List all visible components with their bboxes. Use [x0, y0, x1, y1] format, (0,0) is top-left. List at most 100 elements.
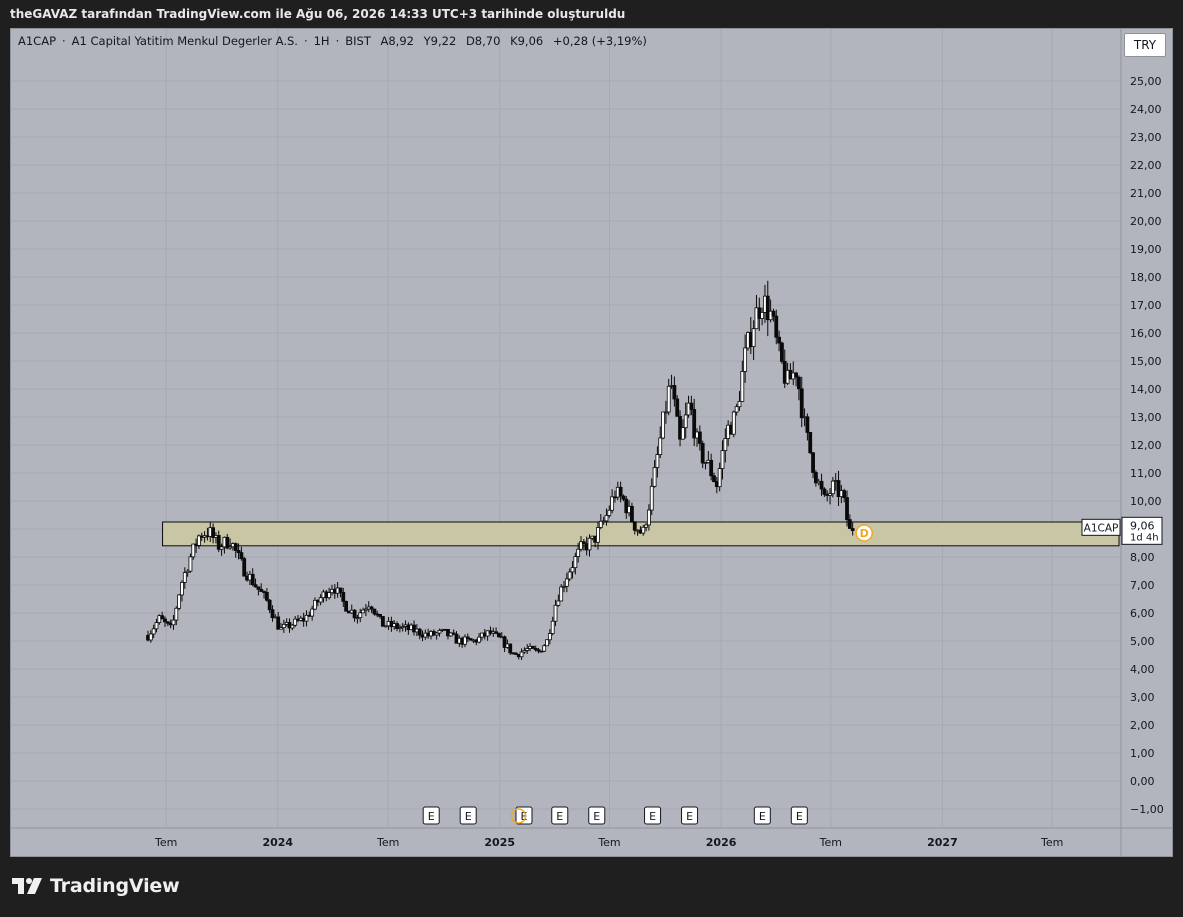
candle-body[interactable] [313, 599, 317, 610]
candle-body[interactable] [522, 650, 527, 653]
candle-body[interactable] [598, 520, 603, 528]
candle-body[interactable] [225, 536, 230, 549]
candle-body[interactable] [233, 543, 238, 551]
candle-body[interactable] [412, 624, 416, 633]
candle-body[interactable] [536, 649, 541, 652]
candle-body[interactable] [219, 546, 224, 550]
candle-body[interactable] [341, 592, 346, 602]
candle-body[interactable] [700, 442, 705, 464]
earnings-marker[interactable] [515, 806, 533, 825]
dividend-marker[interactable] [855, 524, 873, 542]
candle-body[interactable] [463, 636, 467, 645]
candle-body[interactable] [253, 584, 258, 588]
candle-body[interactable] [361, 609, 365, 614]
candle-body[interactable] [680, 427, 685, 440]
candle-body[interactable] [797, 376, 801, 390]
candle-body[interactable] [689, 402, 694, 410]
candle-body[interactable] [649, 485, 654, 511]
candle-body[interactable] [434, 632, 439, 636]
earnings-marker[interactable] [753, 806, 771, 825]
candle-body[interactable] [576, 548, 581, 557]
candle-body[interactable] [358, 612, 363, 619]
candle-body[interactable] [547, 633, 552, 641]
candle-body[interactable] [813, 472, 818, 484]
candle-body[interactable] [400, 626, 405, 629]
candle-body[interactable] [437, 629, 442, 634]
candle-body[interactable] [293, 618, 298, 626]
dividend-marker-ring[interactable] [510, 808, 527, 824]
candle-body[interactable] [697, 431, 702, 444]
candle-body[interactable] [290, 624, 295, 629]
candle-body[interactable] [250, 573, 255, 586]
candle-body[interactable] [519, 651, 524, 658]
candle-body[interactable] [514, 652, 518, 655]
candle-body[interactable] [216, 535, 221, 550]
candle-body[interactable] [344, 601, 349, 612]
candle-body[interactable] [672, 385, 677, 400]
candle-body[interactable] [477, 636, 482, 643]
candle-body[interactable] [692, 409, 697, 439]
candle-body[interactable] [533, 648, 538, 651]
candle-body[interactable] [417, 628, 422, 636]
candle-body[interactable] [494, 631, 498, 634]
candle-body[interactable] [378, 614, 382, 617]
candle-body[interactable] [641, 526, 646, 534]
candle-body[interactable] [525, 648, 530, 651]
candle-body[interactable] [276, 616, 281, 630]
candle-body[interactable] [163, 618, 167, 623]
earnings-marker[interactable] [644, 806, 662, 825]
candle-body[interactable] [621, 495, 626, 500]
candle-body[interactable] [191, 543, 196, 558]
candle-body[interactable] [570, 567, 575, 573]
candle-body[interactable] [542, 645, 547, 652]
candle-body[interactable] [760, 311, 765, 319]
earnings-marker[interactable] [459, 806, 477, 825]
candle-body[interactable] [652, 467, 657, 487]
tradingview-logo[interactable]: TradingView [12, 875, 180, 897]
candle-body[interactable] [842, 490, 847, 499]
earnings-marker[interactable] [551, 806, 569, 825]
candle-body[interactable] [160, 615, 165, 620]
candle-body[interactable] [751, 328, 756, 347]
candle-body[interactable] [364, 608, 368, 611]
candle-body[interactable] [737, 400, 742, 408]
candle-body[interactable] [228, 546, 232, 549]
candle-body[interactable] [281, 624, 286, 629]
candle-body[interactable] [259, 588, 264, 592]
candle-body[interactable] [661, 411, 665, 439]
candle-body[interactable] [647, 509, 651, 526]
candle-body[interactable] [562, 585, 566, 588]
candle-body[interactable] [819, 480, 824, 490]
candle-body[interactable] [731, 411, 736, 435]
candle-body[interactable] [318, 597, 323, 603]
candle-body[interactable] [397, 627, 402, 630]
candle-body[interactable] [148, 633, 153, 641]
candle-body[interactable] [847, 519, 852, 529]
candle-body[interactable] [556, 600, 561, 606]
candle-body[interactable] [822, 488, 827, 495]
candle-body[interactable] [601, 520, 606, 523]
candle-body[interactable] [587, 537, 592, 551]
candle-body[interactable] [182, 572, 187, 583]
chart-pane[interactable] [10, 28, 1173, 857]
candle-body[interactable] [185, 570, 190, 573]
candle-body[interactable] [794, 372, 798, 378]
candle-body[interactable] [644, 524, 648, 528]
earnings-marker[interactable] [588, 806, 606, 825]
candle-body[interactable] [723, 438, 728, 452]
candle-body[interactable] [740, 371, 745, 402]
candle-body[interactable] [596, 527, 600, 543]
earnings-marker[interactable] [681, 806, 699, 825]
candle-body[interactable] [607, 509, 612, 516]
candle-body[interactable] [836, 480, 841, 498]
candle-body[interactable] [197, 535, 201, 546]
candle-body[interactable] [675, 398, 680, 417]
candle-body[interactable] [581, 541, 586, 545]
candle-body[interactable] [717, 468, 722, 488]
candle-body[interactable] [559, 586, 564, 602]
candle-body[interactable] [765, 295, 770, 321]
candle-body[interactable] [553, 604, 558, 622]
candle-body[interactable] [264, 592, 269, 601]
candle-body[interactable] [618, 486, 623, 497]
